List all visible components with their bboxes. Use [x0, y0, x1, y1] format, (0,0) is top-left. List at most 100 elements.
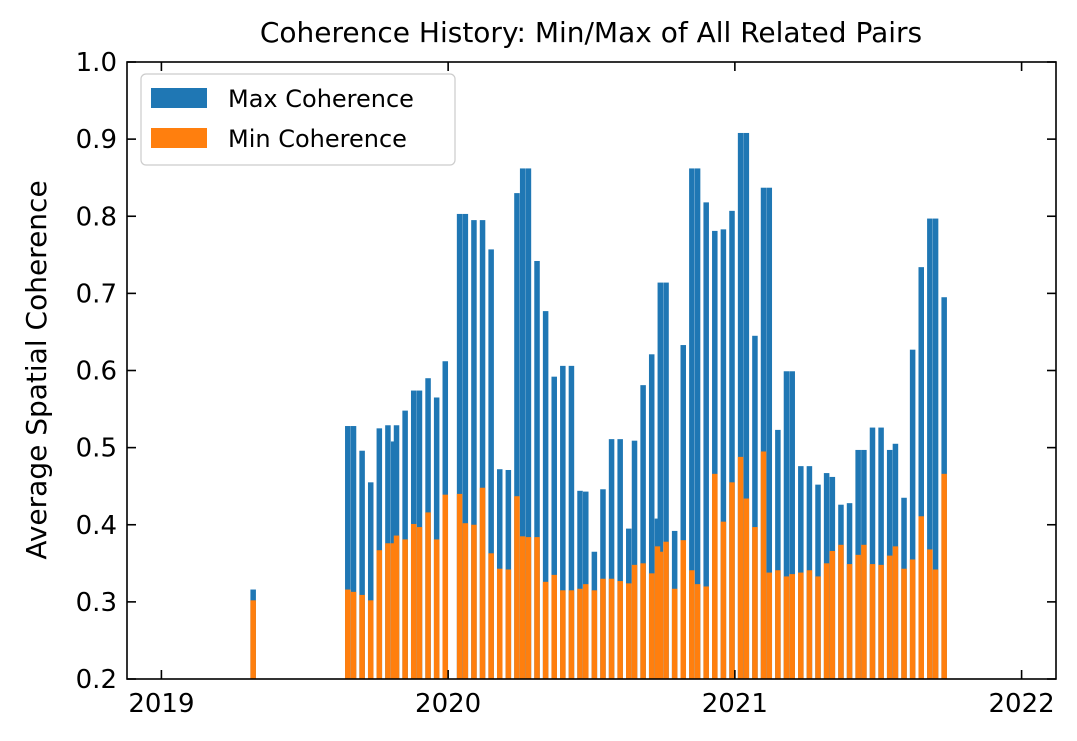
- min-coherence-bar-58: [789, 574, 795, 679]
- max-coherence-bar-37: [631, 440, 638, 679]
- y-tick-label-7: 0.9: [76, 125, 117, 155]
- min-coherence-bar-17: [471, 524, 477, 679]
- max-coherence-bar-13: [433, 397, 440, 679]
- y-tick-label-6: 0.8: [76, 202, 117, 232]
- min-coherence-bar-7: [390, 543, 397, 679]
- min-coherence-bar-47: [703, 586, 709, 679]
- max-coherence-bar-42: [663, 282, 669, 679]
- min-coherence-bar-71: [892, 546, 899, 679]
- bars-group: [250, 132, 947, 680]
- min-coherence-bar-16: [462, 523, 469, 679]
- max-coherence-bar-3: [359, 450, 365, 679]
- min-coherence-bar-21: [505, 569, 512, 679]
- max-coherence-bar-48: [712, 230, 718, 679]
- min-coherence-bar-9: [402, 539, 408, 679]
- legend: Max Coherence Min Coherence: [140, 73, 456, 166]
- min-coherence-bar-19: [488, 553, 494, 679]
- min-coherence-bar-18: [479, 487, 486, 679]
- min-coherence-bar-56: [775, 570, 781, 679]
- max-coherence-bar-56: [775, 429, 781, 679]
- max-coherence-bar-2: [350, 426, 357, 679]
- min-coherence-bar-10: [410, 523, 417, 679]
- min-coherence-bar-43: [671, 588, 678, 679]
- min-coherence-bar-25: [534, 537, 540, 679]
- y-tick-label-8: 1.0: [76, 48, 117, 78]
- max-coherence-bar-25: [534, 260, 540, 679]
- min-coherence-bar-40: [654, 546, 661, 679]
- min-coherence-bar-29: [568, 590, 575, 679]
- max-coherence-bar-52: [743, 132, 750, 679]
- min-coherence-bar-38: [640, 563, 646, 679]
- max-coherence-bar-28: [560, 365, 566, 679]
- y-axis-ticks: 0.2 0.3 0.4 0.5 0.6 0.7 0.8 0.9 1.0: [76, 48, 1056, 695]
- max-coherence-bar-54: [760, 187, 767, 679]
- min-coherence-bar-37: [631, 564, 638, 679]
- min-coherence-bar-31: [583, 584, 589, 679]
- max-coherence-bar-34: [608, 439, 615, 679]
- min-coherence-bar-62: [823, 563, 830, 679]
- min-coherence-bar-6: [385, 543, 391, 679]
- min-coherence-bar-28: [560, 590, 566, 679]
- min-coherence-bar-63: [829, 550, 836, 679]
- chart-title: Coherence History: Min/Max of All Relate…: [260, 16, 922, 49]
- min-coherence-bar-64: [838, 544, 844, 679]
- min-coherence-bar-15: [456, 493, 463, 679]
- min-coherence-bar-5: [376, 550, 383, 679]
- min-coherence-bar-42: [663, 541, 669, 679]
- max-coherence-bar-74: [918, 267, 924, 679]
- max-coherence-bar-51: [737, 132, 744, 679]
- x-tick-label-3: 2022: [989, 689, 1055, 719]
- max-coherence-bar-18: [479, 220, 486, 680]
- y-tick-label-1: 0.3: [76, 588, 117, 618]
- min-coherence-bar-52: [743, 498, 750, 679]
- min-coherence-bar-73: [909, 559, 916, 679]
- max-coherence-bar-17: [471, 220, 477, 680]
- plot-frame: [126, 61, 1057, 680]
- min-coherence-bar-65: [846, 564, 853, 679]
- min-coherence-bar-69: [878, 564, 884, 679]
- min-coherence-bar-54: [760, 451, 767, 679]
- max-coherence-bar-4: [367, 482, 374, 679]
- min-coherence-bar-3: [359, 594, 365, 679]
- min-coherence-bar-50: [729, 482, 735, 679]
- max-coherence-bar-27: [551, 376, 557, 679]
- max-coherence-bar-75: [927, 218, 933, 679]
- max-coherence-bar-46: [694, 168, 701, 679]
- min-coherence-bar-39: [648, 573, 655, 679]
- min-coherence-bar-46: [694, 584, 701, 679]
- max-coherence-bar-57: [783, 371, 790, 679]
- x-tick-label-1: 2020: [415, 689, 481, 719]
- max-coherence-bar-50: [729, 210, 735, 679]
- min-coherence-bar-45: [689, 570, 695, 679]
- max-coherence-bar-76: [932, 218, 939, 679]
- min-coherence-bar-30: [577, 588, 583, 679]
- legend-label-max: Max Coherence: [228, 85, 414, 113]
- legend-label-min: Min Coherence: [228, 125, 407, 153]
- min-coherence-bar-74: [918, 516, 924, 679]
- min-coherence-bar-36: [626, 583, 632, 679]
- min-coherence-bar-26: [542, 581, 549, 679]
- min-coherence-bar-66: [855, 554, 861, 679]
- y-tick-label-4: 0.6: [76, 357, 117, 387]
- x-axis-ticks: 2019 2020 2021 2022: [128, 62, 1055, 719]
- min-coherence-bar-27: [551, 574, 557, 679]
- max-coherence-bar-39: [648, 354, 655, 679]
- x-tick-label-0: 2019: [128, 689, 194, 719]
- min-coherence-bar-0: [250, 600, 256, 679]
- max-coherence-bar-38: [640, 385, 646, 679]
- max-coherence-bar-1: [345, 426, 351, 679]
- min-coherence-bar-2: [350, 591, 357, 679]
- max-coherence-bar-26: [542, 311, 549, 679]
- max-coherence-bar-15: [456, 213, 463, 679]
- max-coherence-bar-19: [488, 249, 494, 679]
- min-coherence-bar-67: [861, 544, 867, 679]
- max-coherence-bar-29: [568, 365, 575, 679]
- min-coherence-bar-1: [345, 589, 351, 679]
- min-coherence-bar-49: [720, 521, 727, 679]
- min-coherence-bar-60: [806, 570, 813, 679]
- max-coherence-bar-44: [680, 345, 687, 679]
- max-coherence-bar-73: [909, 349, 916, 679]
- max-coherence-bar-68: [869, 427, 876, 679]
- x-tick-label-2: 2021: [702, 689, 768, 719]
- max-coherence-bar-53: [752, 335, 758, 679]
